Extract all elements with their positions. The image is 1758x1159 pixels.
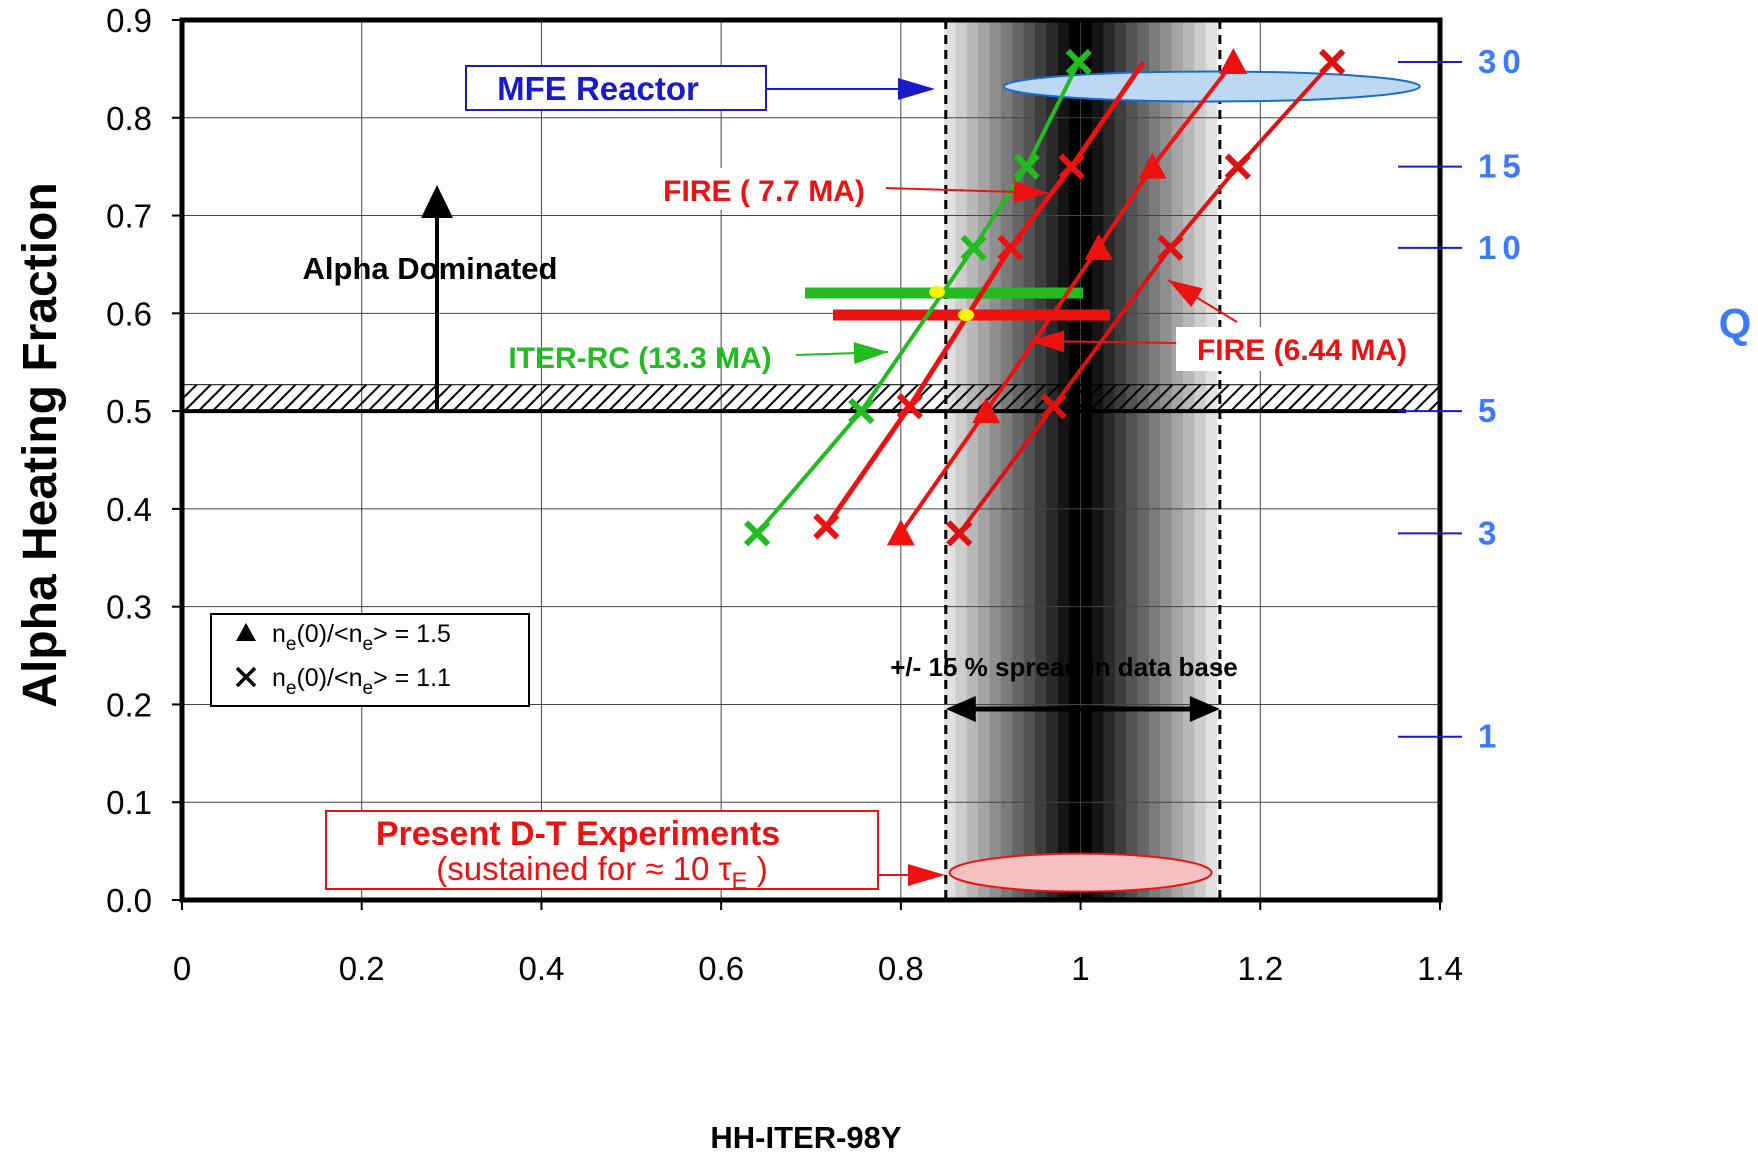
fire-644-label: FIRE (6.44 MA): [1197, 334, 1407, 367]
y-tick-label: 0.4: [106, 491, 152, 528]
x-tick-label: 1.4: [1417, 950, 1463, 987]
dt-experiments-ellipse: [948, 852, 1213, 893]
data-point-triangle: [1084, 233, 1113, 260]
data-point-triangle: [1219, 48, 1248, 75]
fire-77-label: FIRE ( 7.7 MA): [663, 175, 865, 208]
iter-arrow-head: [853, 342, 888, 365]
x-tick-label: 0.8: [878, 950, 924, 987]
plot-frame: [179, 17, 1443, 903]
dt-sub-subscript: E: [732, 868, 748, 895]
dt-experiments-subtitle: (sustained for ≈ 10 τE ): [436, 850, 767, 895]
data-point-x: [813, 513, 840, 540]
y-tick-label: 0.2: [106, 686, 152, 723]
legend-item-x: ne(0)/<ne> = 1.1: [235, 664, 451, 699]
legend-triangle-text: ne(0)/<ne> = 1.5: [272, 620, 451, 655]
data-point-x: [1065, 48, 1092, 76]
data-point-x: [997, 234, 1024, 261]
dt-sub-end: ): [748, 850, 768, 887]
q-tick-label: 30: [1478, 43, 1527, 80]
y-axis-label: Alpha Heating Fraction: [14, 182, 67, 707]
y-tick-label: 0.9: [106, 2, 152, 39]
x-tick-label: 0.4: [518, 950, 564, 987]
x-tick-label: 0.2: [339, 950, 385, 987]
data-point-x: [1013, 153, 1040, 180]
data-point-x: [848, 397, 875, 425]
data-point-triangle: [972, 397, 1001, 424]
legend-triangle-marker: [236, 623, 256, 641]
data-point-x: [1319, 48, 1346, 76]
data-point-x: [1224, 153, 1251, 180]
iter-intersection-dot: [929, 286, 945, 298]
alpha-dominated-hatch: [181, 384, 1441, 412]
fire-644-label-bg: [1176, 327, 1428, 371]
x-axis-label: HH-ITER-98Y: [710, 1120, 902, 1155]
q-tick-label: 5: [1478, 392, 1502, 429]
x-tick-label: 0.6: [698, 950, 744, 987]
dt-sub-text: (sustained for ≈ 10 τ: [436, 850, 731, 887]
axes: Alpha Heating Fraction HH-ITER-98Y 0 0.2 0…: [14, 2, 1527, 1155]
data-point-x: [1040, 393, 1067, 420]
q-axis-label: Q: [1719, 300, 1752, 347]
fire-644-arrow-b-head: [1030, 330, 1065, 353]
mfe-reactor-label: MFE Reactor: [497, 70, 699, 107]
y-tick-label: 0.6: [106, 295, 152, 332]
fire-intersection-dot: [958, 309, 974, 321]
mfe-arrow-head: [898, 78, 935, 100]
legend-box: [210, 613, 530, 707]
legend-x-text: ne(0)/<ne> = 1.1: [272, 664, 451, 699]
fire-77-arrow-head: [1013, 180, 1048, 203]
spread-arrow-right-head: [1189, 696, 1220, 722]
fire-77-label-bg: [640, 168, 886, 210]
legend-item-triangle: ne(0)/<ne> = 1.5: [236, 620, 451, 655]
q-tick-label: 15: [1478, 148, 1527, 185]
q-tick-label: 3: [1478, 514, 1502, 551]
iter-rc-label: ITER-RC (13.3 MA): [508, 342, 771, 375]
data-point-x: [960, 234, 987, 261]
dt-experiments-title: Present D-T Experiments: [376, 815, 780, 853]
y-tick-label: 0.7: [106, 198, 152, 235]
y-tick-label: 0.1: [106, 784, 152, 821]
spread-arrow-left-head: [945, 696, 976, 722]
legend-x-marker: [235, 666, 257, 688]
fire-77-extension: [1069, 60, 1146, 169]
alpha-dominated-label: Alpha Dominated: [303, 251, 558, 286]
alpha-dominated-arrow-head: [421, 185, 453, 218]
data-point-x: [946, 520, 973, 547]
x-tick-label: 1.2: [1237, 950, 1283, 987]
x-tick-label: 0: [173, 950, 191, 987]
q-tick-label: 1: [1478, 718, 1502, 755]
dt-experiments-box: [325, 810, 879, 890]
data-point-x: [1157, 234, 1184, 261]
series-layer: [743, 48, 1346, 547]
data-point-x: [743, 520, 771, 547]
annotations: MFE Reactor Alpha Dominated FIRE ( 7.7 M…: [210, 65, 1752, 895]
q-tick-label: 10: [1478, 229, 1527, 266]
spread-label: +/- 15 % spread in data base: [890, 652, 1238, 682]
data-point-x: [896, 393, 923, 420]
series-line: [824, 165, 1074, 528]
data-point-triangle: [1138, 152, 1167, 179]
y-tick-label: 0.0: [106, 882, 152, 919]
fire-644-arrow-a-head: [1168, 280, 1203, 308]
x-tick-label: 1: [1071, 950, 1089, 987]
mfe-reactor-box: [465, 65, 767, 111]
y-tick-label: 0.3: [106, 589, 152, 626]
y-tick-label: 0.5: [106, 393, 152, 430]
y-tick-label: 0.8: [106, 100, 152, 137]
dt-arrow-head: [908, 864, 945, 886]
data-point-triangle: [886, 519, 915, 546]
